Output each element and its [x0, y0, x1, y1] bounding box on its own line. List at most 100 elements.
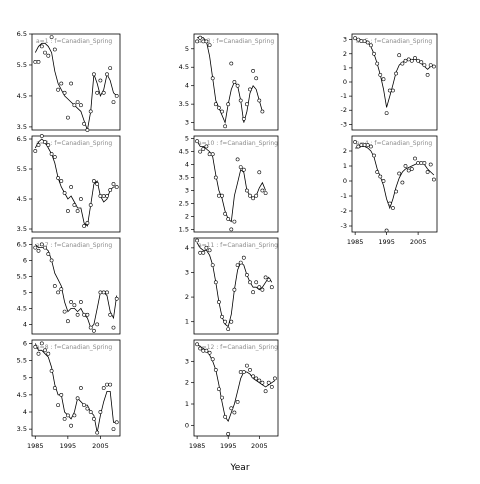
data-point	[114, 420, 119, 425]
data-point	[220, 314, 224, 319]
data-point	[105, 290, 109, 295]
data-point	[69, 185, 74, 189]
data-point	[36, 60, 41, 64]
data-point	[98, 194, 103, 198]
data-point	[223, 414, 228, 419]
data-point	[229, 406, 234, 411]
data-point	[62, 90, 67, 95]
data-point	[39, 242, 44, 247]
data-point	[52, 47, 57, 52]
data-point	[39, 341, 44, 346]
y-tick-label: -3	[341, 120, 347, 128]
y-tick-label: 1.5	[179, 225, 189, 233]
data-point	[207, 43, 212, 48]
data-point	[216, 193, 221, 198]
data-point	[85, 312, 90, 317]
data-point	[232, 80, 237, 84]
data-point	[213, 367, 218, 372]
data-point	[368, 43, 373, 48]
data-point	[66, 209, 70, 213]
data-point	[92, 179, 96, 183]
data-point	[248, 280, 252, 285]
data-point	[62, 309, 67, 314]
data-point	[36, 143, 41, 147]
y-tick-label: 1	[343, 64, 347, 72]
data-point	[85, 221, 90, 225]
data-point	[220, 109, 224, 114]
x-tick-label: 2005	[251, 442, 268, 450]
fit-line	[196, 140, 266, 223]
x-tick-label: 1985	[189, 442, 206, 450]
x-tick-label: 1995	[220, 442, 237, 450]
fit-line	[355, 146, 435, 210]
data-point	[92, 72, 96, 77]
data-point	[362, 143, 367, 147]
y-tick-label: 2	[343, 50, 347, 58]
data-point	[359, 143, 364, 147]
y-tick-label: 4	[185, 82, 189, 90]
data-point	[362, 39, 367, 44]
y-tick-label: 5	[23, 288, 27, 296]
y-tick-label: 4	[23, 320, 27, 328]
data-point	[260, 380, 265, 385]
y-tick-label: 4.5	[17, 304, 27, 312]
data-point	[254, 376, 259, 381]
data-point	[49, 368, 54, 373]
data-point	[254, 280, 259, 285]
data-point	[88, 109, 93, 114]
y-tick-label: 4	[185, 161, 189, 169]
data-point	[272, 376, 277, 381]
data-point	[428, 162, 433, 167]
data-point	[375, 61, 380, 66]
data-point	[82, 121, 87, 126]
data-point	[59, 287, 64, 292]
y-tick-label: 3	[185, 119, 189, 127]
data-point	[56, 176, 61, 180]
data-point	[101, 290, 106, 295]
data-point	[114, 185, 119, 189]
data-point	[108, 312, 113, 317]
data-point	[46, 351, 51, 356]
y-tick-label: 4.5	[179, 148, 189, 156]
panel-strip-label: a=10 : f=Canadian_Spring	[198, 140, 278, 147]
panel-1: a=1 : f=Canadian_Spring 3.5 4.5 5.5 6.5	[17, 30, 121, 132]
data-point	[238, 98, 243, 103]
data-point	[235, 83, 240, 88]
data-point	[59, 81, 64, 86]
data-point	[108, 188, 113, 192]
y-tick-label: -1	[341, 192, 347, 200]
fit-line	[34, 343, 117, 433]
data-point	[33, 344, 38, 349]
y-tick-label: -2	[341, 106, 347, 114]
data-point	[75, 100, 80, 105]
panel-frame	[193, 339, 279, 437]
data-point	[85, 128, 90, 132]
data-point	[419, 161, 424, 165]
data-point	[244, 363, 249, 368]
panel-10: a=12 : f=Canadian_Spring 0 1 2 3 1985 1995 2005	[185, 339, 279, 450]
y-tick-label: 0	[343, 177, 347, 185]
data-point	[232, 410, 237, 415]
y-tick-label: 3	[343, 36, 347, 44]
data-point	[59, 392, 64, 397]
y-tick-label: 4.5	[17, 195, 27, 203]
data-point	[75, 396, 80, 401]
y-tick-label: 4.5	[17, 92, 27, 100]
data-point	[397, 53, 402, 58]
data-point	[241, 117, 246, 121]
data-point	[378, 174, 383, 179]
data-point	[105, 72, 109, 77]
data-point	[207, 350, 212, 355]
data-point	[204, 245, 209, 250]
data-point	[92, 416, 96, 421]
data-point	[248, 87, 252, 92]
data-point	[210, 263, 215, 268]
data-point	[56, 290, 61, 295]
panel-strip-label: a=12 : f=Canadian_Spring	[198, 344, 278, 351]
data-point	[394, 189, 399, 194]
y-tick-label: 4.5	[179, 63, 189, 71]
panel-strip-label: a=7 : f=Canadian_Spring	[36, 242, 112, 249]
data-point	[269, 384, 274, 389]
data-point	[111, 182, 116, 186]
